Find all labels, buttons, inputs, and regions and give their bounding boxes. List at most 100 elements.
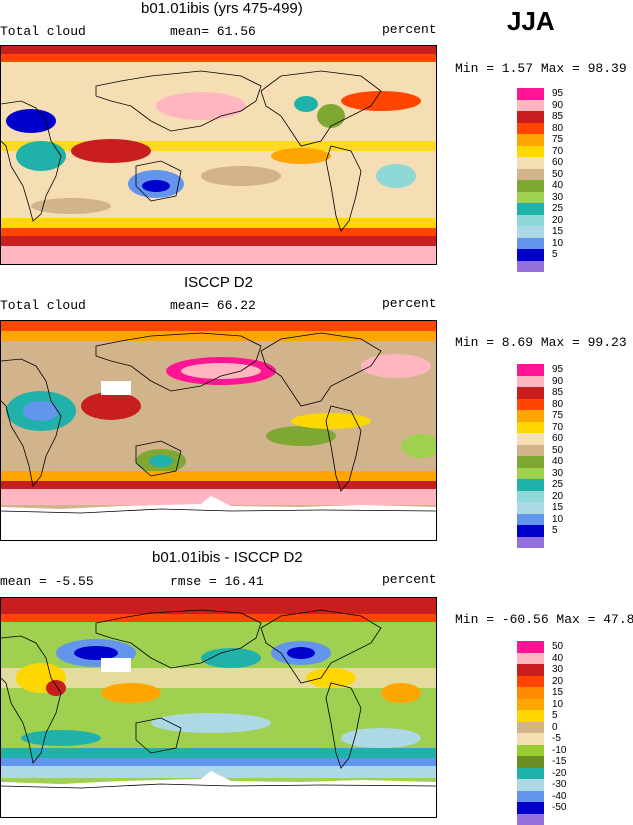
colorbar-swatch — [517, 699, 544, 711]
colorbar-label: -20 — [552, 768, 566, 780]
colorbar-label: 10 — [552, 238, 563, 250]
colorbar-label: 40 — [552, 456, 563, 468]
colorbar-swatch — [517, 433, 544, 445]
colorbar-label: 60 — [552, 433, 563, 445]
colorbar-label: 70 — [552, 422, 563, 434]
colorbar-swatch — [517, 779, 544, 791]
panel-2-units-label: percent — [382, 296, 437, 311]
colorbar-swatch — [517, 733, 544, 745]
colorbar-label: 30 — [552, 664, 563, 676]
colorbar-swatch — [517, 745, 544, 757]
panel-1-mean-label: mean= 61.56 — [170, 24, 256, 39]
colorbar-label: 40 — [552, 180, 563, 192]
colorbar-swatch — [517, 514, 544, 526]
colorbar-label: 30 — [552, 468, 563, 480]
colorbar-label: 85 — [552, 387, 563, 399]
colorbar-swatch — [517, 123, 544, 135]
colorbar-label: 20 — [552, 215, 563, 227]
colorbar-swatch — [517, 146, 544, 158]
colorbar-swatch — [517, 215, 544, 227]
colorbar-label: 25 — [552, 479, 563, 491]
colorbar-label: 90 — [552, 100, 563, 112]
panel-2-map — [0, 320, 437, 541]
colorbar-swatch — [517, 249, 544, 261]
panel-3-rmse-label: rmse = 16.41 — [170, 574, 264, 589]
colorbar-swatch — [517, 491, 544, 503]
panel-3-minmax: Min = -60.56 Max = 47.84 — [455, 612, 633, 627]
colorbar-label: 30 — [552, 192, 563, 204]
colorbar-label: 5 — [552, 249, 558, 261]
colorbar-label: 95 — [552, 364, 563, 376]
panel-1-title: b01.01ibis (yrs 475-499) — [141, 0, 303, 17]
colorbar-swatch — [517, 226, 544, 238]
colorbar-swatch — [517, 814, 544, 825]
colorbar-label: 25 — [552, 203, 563, 215]
panel-1-minmax: Min = 1.57 Max = 98.39 — [455, 61, 627, 76]
colorbar-swatch — [517, 710, 544, 722]
colorbar-swatch — [517, 722, 544, 734]
season-label: JJA — [507, 6, 555, 37]
colorbar-label: 10 — [552, 699, 563, 711]
colorbar-swatch — [517, 768, 544, 780]
colorbar-label: 15 — [552, 687, 563, 699]
colorbar-label: 5 — [552, 710, 558, 722]
panel-1-units-label: percent — [382, 22, 437, 37]
colorbar-label: 80 — [552, 123, 563, 135]
colorbar-swatch — [517, 203, 544, 215]
colorbar-swatch — [517, 180, 544, 192]
colorbar-label: -5 — [552, 733, 561, 745]
colorbar-swatch — [517, 653, 544, 665]
colorbar-label: 50 — [552, 641, 563, 653]
colorbar-swatch — [517, 399, 544, 411]
colorbar-swatch — [517, 687, 544, 699]
panel-2-title: ISCCP D2 — [184, 274, 253, 291]
panel-3-units-label: percent — [382, 572, 437, 587]
colorbar-label: 70 — [552, 146, 563, 158]
colorbar-swatch — [517, 376, 544, 388]
colorbar-label: 50 — [552, 445, 563, 457]
colorbar-swatch — [517, 802, 544, 814]
colorbar-swatch — [517, 157, 544, 169]
colorbar-label: 80 — [552, 399, 563, 411]
colorbar-swatch — [517, 525, 544, 537]
colorbar-swatch — [517, 192, 544, 204]
panel-2-minmax: Min = 8.69 Max = 99.23 — [455, 335, 627, 350]
colorbar-label: 50 — [552, 169, 563, 181]
colorbar-swatch — [517, 468, 544, 480]
colorbar-swatch — [517, 111, 544, 123]
colorbar-swatch — [517, 756, 544, 768]
colorbar-label: -15 — [552, 756, 566, 768]
colorbar-swatch — [517, 445, 544, 457]
colorbar-swatch — [517, 791, 544, 803]
colorbar-label: 60 — [552, 157, 563, 169]
colorbar-label: 0 — [552, 722, 558, 734]
colorbar-swatch — [517, 479, 544, 491]
colorbar-swatch — [517, 664, 544, 676]
colorbar-swatch — [517, 537, 544, 549]
colorbar-label: 10 — [552, 514, 563, 526]
panel-1-variable-label: Total cloud — [0, 24, 86, 39]
colorbar-label: 90 — [552, 376, 563, 388]
panel-2-variable-label: Total cloud — [0, 298, 86, 313]
colorbar-swatch — [517, 387, 544, 399]
colorbar-swatch — [517, 410, 544, 422]
panel-3-mean-label: mean = -5.55 — [0, 574, 94, 589]
colorbar-label: 15 — [552, 502, 563, 514]
colorbar-label: -10 — [552, 745, 566, 757]
panel-2-mean-label: mean= 66.22 — [170, 298, 256, 313]
colorbar-label: 5 — [552, 525, 558, 537]
colorbar-label: 75 — [552, 410, 563, 422]
colorbar-swatch — [517, 641, 544, 653]
colorbar-label: 75 — [552, 134, 563, 146]
colorbar-swatch — [517, 261, 544, 273]
colorbar-swatch — [517, 88, 544, 100]
colorbar-swatch — [517, 422, 544, 434]
colorbar-swatch — [517, 676, 544, 688]
colorbar-swatch — [517, 169, 544, 181]
panel-1-map — [0, 45, 437, 265]
colorbar-label: -40 — [552, 791, 566, 803]
colorbar-label: -50 — [552, 802, 566, 814]
colorbar-label: 20 — [552, 676, 563, 688]
colorbar-swatch — [517, 364, 544, 376]
colorbar-label: 15 — [552, 226, 563, 238]
